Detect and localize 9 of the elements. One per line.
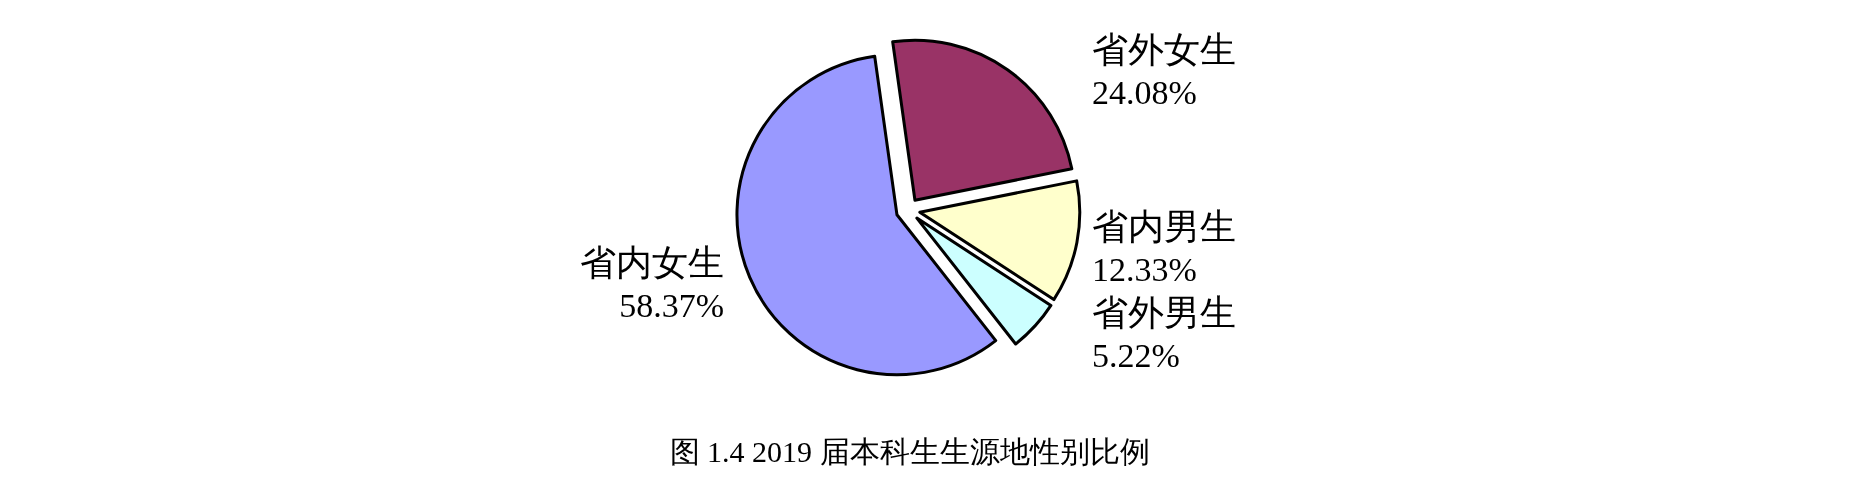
slice-label: 省外男生 [1092, 292, 1236, 333]
data-label: 12.33% [1092, 251, 1197, 289]
slice-label: 省内女生 [580, 242, 724, 283]
slice-label: 省内男生 [1092, 207, 1236, 248]
data-label: 5.22% [1092, 336, 1180, 374]
slice-label: 省外女生 [1092, 30, 1236, 71]
data-label: 58.37% [619, 286, 724, 324]
text: 图 1.4 2019 届本科生生源地性别比例 [669, 435, 1150, 468]
data-label: 24.08% [1092, 74, 1197, 112]
